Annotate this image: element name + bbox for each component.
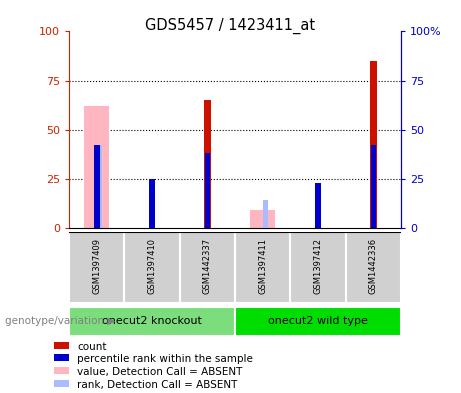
Bar (54, 380, 69, 387)
Text: onecut2 wild type: onecut2 wild type (268, 316, 368, 326)
Bar (346, 232, 401, 303)
Text: genotype/variation ▶: genotype/variation ▶ (5, 316, 115, 326)
Bar (370, 61, 377, 228)
Text: percentile rank within the sample: percentile rank within the sample (77, 354, 253, 364)
Bar (69, 307, 235, 336)
Bar (69, 232, 124, 303)
Bar (235, 232, 290, 303)
Bar (250, 210, 275, 228)
Bar (315, 185, 321, 228)
Bar (315, 183, 321, 228)
Text: GSM1442336: GSM1442336 (369, 238, 378, 294)
Bar (84, 106, 109, 228)
Text: GSM1397412: GSM1397412 (313, 238, 323, 294)
Text: GSM1442337: GSM1442337 (203, 238, 212, 294)
Bar (290, 232, 346, 303)
Text: value, Detection Call = ABSENT: value, Detection Call = ABSENT (77, 367, 242, 377)
Text: GSM1397411: GSM1397411 (258, 238, 267, 294)
Bar (263, 200, 268, 228)
Text: count: count (77, 342, 106, 352)
Bar (124, 232, 180, 303)
Bar (54, 354, 69, 362)
Bar (149, 179, 155, 228)
Bar (149, 179, 155, 228)
Bar (204, 100, 211, 228)
Bar (54, 367, 69, 374)
Text: rank, Detection Call = ABSENT: rank, Detection Call = ABSENT (77, 380, 237, 390)
Bar (97, 145, 102, 228)
Text: onecut2 knockout: onecut2 knockout (102, 316, 202, 326)
Text: GDS5457 / 1423411_at: GDS5457 / 1423411_at (145, 18, 316, 34)
Bar (205, 153, 210, 228)
Bar (371, 145, 376, 228)
Bar (180, 232, 235, 303)
Text: GSM1397409: GSM1397409 (92, 238, 101, 294)
Bar (54, 342, 69, 349)
Text: GSM1397410: GSM1397410 (148, 238, 157, 294)
Bar (94, 145, 100, 228)
Bar (235, 307, 401, 336)
